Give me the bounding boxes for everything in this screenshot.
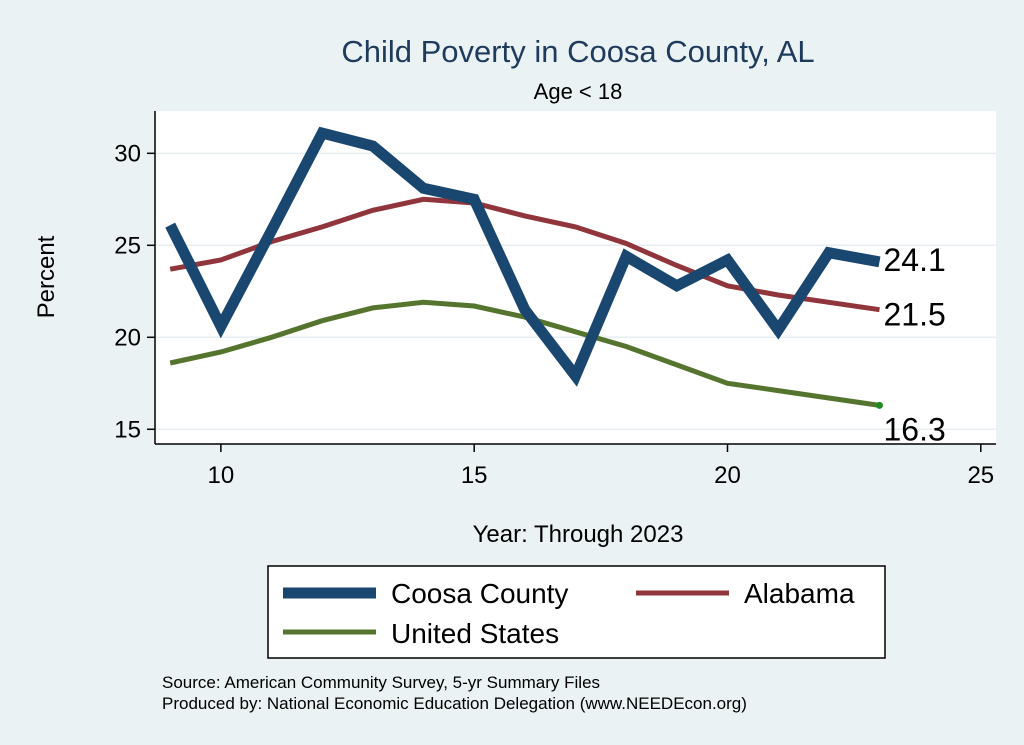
legend-box [267,565,886,659]
y-tick-label-25: 25 [114,232,141,259]
x-axis-title: Year: Through 2023 [473,521,684,548]
x-tick-label-10: 10 [208,462,235,489]
legend-label-coosa-county: Coosa County [391,578,568,609]
legend: Coosa County Alabama United States [267,565,886,659]
series-group [165,126,883,409]
gridlines [155,152,996,431]
end-label-united-states: 16.3 [883,411,945,447]
chart-subtitle: Age < 18 [534,79,623,104]
plot-area [155,111,996,444]
y-tick-label-20: 20 [114,324,141,351]
y-axis-title: Percent [33,235,60,318]
legend-label-united-states: United States [391,618,559,649]
axes: 15 20 25 30 10 15 20 25 [114,111,996,489]
series-line-alabama [169,196,880,313]
y-tick-label-15: 15 [114,416,141,443]
end-label-alabama: 21.5 [883,297,945,333]
end-label-coosa-county: 24.1 [883,242,945,278]
producer-note: Produced by: National Economic Education… [162,694,747,713]
source-note: Source: American Community Survey, 5-yr … [162,673,600,692]
chart-title: Child Poverty in Coosa County, AL [341,34,814,69]
x-tick-label-25: 25 [967,462,994,489]
end-labels: 24.1 21.5 16.3 [883,242,945,448]
x-tick-label-20: 20 [714,462,741,489]
series-line-coosa-county [165,126,881,387]
legend-label-alabama: Alabama [744,578,855,609]
series-end-point-united-states [875,401,883,409]
x-tick-label-15: 15 [461,462,488,489]
y-tick-label-30: 30 [114,140,141,167]
